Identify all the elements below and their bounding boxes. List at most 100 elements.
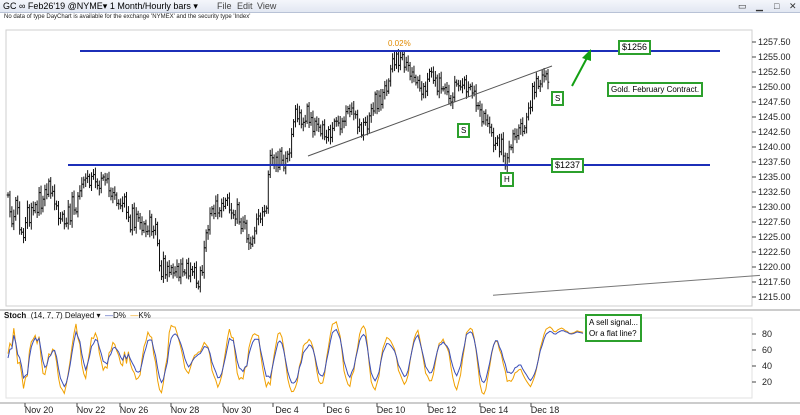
stoch-y-axis: 20 40 60 80	[752, 329, 772, 387]
price-bar	[245, 219, 249, 243]
price-bar	[513, 128, 517, 141]
price-bar	[16, 195, 20, 215]
x-tick-label: Dec 18	[531, 405, 560, 415]
price-bar	[502, 132, 505, 163]
price-bar	[195, 261, 198, 289]
price-bar	[31, 201, 35, 216]
price-bar	[500, 133, 503, 156]
price-bar	[519, 118, 523, 135]
price-bar	[338, 115, 342, 136]
price-bar	[148, 210, 152, 238]
price-bar	[498, 133, 501, 158]
price-bar	[280, 147, 284, 166]
price-bar	[189, 262, 192, 283]
price-bar	[426, 72, 429, 97]
price-bar	[474, 84, 478, 112]
price-bar	[340, 117, 344, 134]
price-bar	[197, 280, 200, 290]
price-bar	[527, 102, 530, 121]
target-arrow-shaft	[571, 55, 589, 87]
price-bar	[544, 70, 548, 81]
price-bar	[375, 90, 379, 115]
price-bar	[334, 117, 338, 127]
price-bar	[412, 65, 416, 83]
price-bar	[183, 269, 187, 276]
price-bar	[348, 104, 352, 118]
price-bar	[41, 195, 45, 213]
price-bar	[395, 50, 398, 69]
price-bar	[94, 167, 97, 189]
menu-file[interactable]: File	[217, 1, 232, 11]
price-bar	[352, 100, 356, 121]
price-bar	[366, 115, 369, 136]
price-bar	[300, 109, 303, 129]
price-bar	[72, 190, 76, 215]
price-bar	[469, 83, 472, 91]
price-bar	[333, 118, 336, 132]
price-bar	[434, 70, 437, 87]
price-bar	[278, 148, 282, 171]
lower-trendline	[492, 274, 761, 296]
price-bar	[63, 210, 66, 230]
restore-icon[interactable]: ▭	[738, 1, 747, 11]
price-bar	[488, 116, 492, 134]
maximize-icon[interactable]: □	[774, 1, 780, 11]
menu-edit[interactable]: Edit	[237, 1, 253, 11]
price-bar	[64, 217, 68, 228]
stoch-lines	[7, 320, 584, 395]
price-bar	[193, 262, 196, 279]
price-bar	[140, 216, 144, 236]
price-bar	[249, 236, 253, 250]
price-bar	[226, 193, 229, 206]
price-bar	[486, 114, 490, 128]
price-bar	[410, 67, 414, 84]
price-bar	[247, 233, 251, 251]
price-bar	[391, 53, 394, 73]
price-bar	[43, 184, 47, 207]
price-bar	[115, 192, 119, 207]
price-bar	[136, 210, 140, 222]
sell-signal-line1: A sell signal...	[589, 318, 638, 327]
price-bar	[200, 265, 204, 276]
price-bar	[385, 79, 389, 97]
price-bar	[319, 124, 323, 137]
price-bar	[480, 103, 484, 127]
price-bar	[418, 74, 422, 92]
price-y-tick-label: 1225.00	[758, 232, 791, 242]
price-bar	[113, 186, 117, 200]
app-title[interactable]: GC ∞ Feb26'19 @NYME▾ 1 Month/Hourly bars…	[3, 1, 198, 11]
price-bar	[294, 105, 297, 128]
price-bar	[402, 50, 406, 73]
price-bar	[521, 117, 525, 137]
price-bar	[503, 152, 507, 170]
price-bar	[313, 117, 317, 136]
x-tick-label: Nov 30	[223, 405, 252, 415]
price-bar	[243, 214, 247, 230]
d-line	[7, 328, 584, 388]
price-bar	[416, 76, 420, 89]
price-bar	[99, 171, 103, 194]
price-bar	[272, 154, 276, 170]
price-bar	[461, 78, 464, 94]
minimize-icon[interactable]: ▁	[756, 1, 763, 11]
price-bar	[202, 240, 206, 279]
price-bar	[507, 140, 511, 163]
d-legend-swatch: —	[104, 311, 113, 320]
price-bar	[383, 80, 387, 100]
close-icon[interactable]: ✕	[789, 1, 797, 11]
price-bar	[39, 185, 43, 215]
price-bar	[158, 239, 161, 272]
menu-view[interactable]: View	[257, 1, 277, 11]
price-bar	[119, 198, 122, 210]
price-bar	[206, 224, 210, 240]
price-bar	[459, 80, 462, 91]
price-bar	[35, 200, 39, 218]
price-bar	[377, 90, 381, 113]
price-bar	[96, 178, 99, 190]
price-bar	[210, 206, 214, 217]
stoch-params[interactable]: (14, 7, 7) Delayed ▾	[30, 311, 101, 320]
price-bar	[284, 151, 288, 175]
price-bar	[268, 149, 272, 179]
price-bar	[356, 109, 359, 135]
